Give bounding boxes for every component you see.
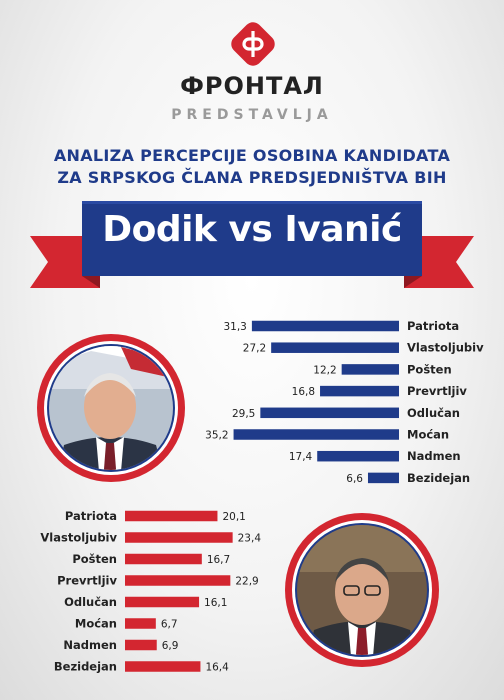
brand-name: ФРОНТАЛ xyxy=(180,72,324,100)
ivanic-value-prevrtljiv: 22,9 xyxy=(235,576,258,588)
dodik-label-prevrtljiv: Prevrtljiv xyxy=(407,384,467,398)
dodik-bar-mocan xyxy=(233,429,399,440)
title-ribbon xyxy=(30,201,474,288)
ivanic-bar-mocan xyxy=(125,618,156,629)
ivanic-bar-posten xyxy=(125,553,202,565)
dodik-bar-posten xyxy=(341,364,399,375)
ivanic-bar-prevrtljiv xyxy=(125,575,231,586)
subtitle-line-2: ZA SRPSKOG ČLANA PREDSJEDNIŠTVA BIH xyxy=(57,168,447,187)
dodik-bar-bezidejan xyxy=(367,472,399,484)
ivanic-value-bezidejan: 16,4 xyxy=(205,662,229,674)
dodik-label-posten: Pošten xyxy=(407,362,452,376)
dodik-value-nadmen: 17,4 xyxy=(289,451,313,463)
dodik-bar-nadmen xyxy=(317,450,399,462)
dodik-label-nadmen: Nadmen xyxy=(407,449,461,463)
dodik-label-bezidejan: Bezidejan xyxy=(407,471,470,485)
ivanic-bar-odlucan xyxy=(125,596,200,608)
ivanic-label-posten: Pošten xyxy=(72,552,117,566)
dodik-bar-patriota xyxy=(251,320,399,332)
ivanic-bar-bezidejan xyxy=(125,661,201,672)
ivanic-bar-nadmen xyxy=(125,639,157,651)
dodik-label-vlastoljubiv: Vlastoljubiv xyxy=(407,341,484,355)
ivanic-label-bezidejan: Bezidejan xyxy=(54,660,117,674)
dodik-label-mocan: Moćan xyxy=(407,428,449,442)
ivanic-label-patriota: Patriota xyxy=(65,509,117,523)
ivanic-value-patriota: 20,1 xyxy=(222,511,245,523)
ivanic-value-posten: 16,7 xyxy=(207,554,230,566)
presents-label: PREDSTAVLJA xyxy=(171,107,333,123)
ivanic-portrait xyxy=(285,513,439,667)
ivanic-label-mocan: Moćan xyxy=(75,617,117,631)
subtitle-line-1: ANALIZA PERCEPCIJE OSOBINA KANDIDATA xyxy=(53,146,451,165)
dodik-value-prevrtljiv: 16,8 xyxy=(292,386,315,398)
ivanic-bar-vlastoljubiv xyxy=(125,532,233,543)
dodik-portrait xyxy=(37,334,185,482)
ivanic-label-odlucan: Odlučan xyxy=(64,595,117,609)
dodik-label-patriota: Patriota xyxy=(407,319,459,333)
dodik-value-patriota: 31,3 xyxy=(223,321,246,333)
ivanic-label-prevrtljiv: Prevrtljiv xyxy=(57,574,117,588)
dodik-value-odlucan: 29,5 xyxy=(232,408,255,420)
dodik-value-posten: 12,2 xyxy=(313,364,336,376)
dodik-value-bezidejan: 6,6 xyxy=(346,473,363,485)
dodik-bar-odlucan xyxy=(260,407,399,419)
dodik-bar-vlastoljubiv xyxy=(271,342,399,353)
ivanic-label-vlastoljubiv: Vlastoljubiv xyxy=(40,531,117,545)
frontal-logo-icon xyxy=(231,22,275,66)
dodik-label-odlucan: Odlučan xyxy=(407,406,460,420)
ivanic-label-nadmen: Nadmen xyxy=(63,638,117,652)
dodik-value-mocan: 35,2 xyxy=(205,430,228,442)
ivanic-value-vlastoljubiv: 23,4 xyxy=(238,533,262,545)
dodik-bar-prevrtljiv xyxy=(320,385,399,397)
page-title: Dodik vs Ivanić xyxy=(102,209,402,250)
ivanic-value-odlucan: 16,1 xyxy=(204,597,227,609)
ivanic-bar-patriota xyxy=(125,510,218,522)
ivanic-value-nadmen: 6,9 xyxy=(162,640,179,652)
dodik-value-vlastoljubiv: 27,2 xyxy=(243,343,266,355)
ivanic-value-mocan: 6,7 xyxy=(161,619,178,631)
